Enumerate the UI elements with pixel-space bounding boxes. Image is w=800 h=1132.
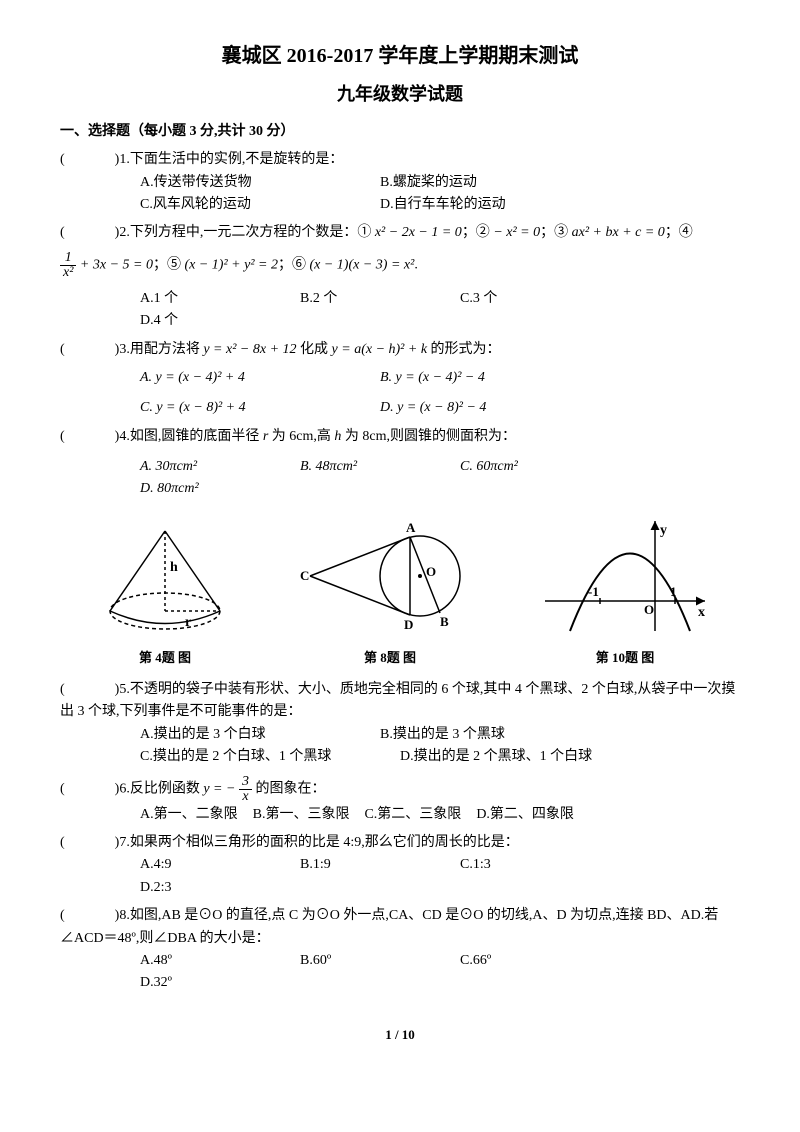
q1-opt-a: A.传送带传送货物: [140, 172, 340, 194]
figure-10: y x -1 1 O 第 10题 图: [540, 516, 710, 669]
svg-text:r: r: [185, 615, 191, 630]
figure-8: A B C D O 第 8题 图: [300, 516, 480, 669]
svg-text:O: O: [644, 602, 654, 617]
q7-opt-c: C.1:3: [460, 854, 580, 876]
q1-stem: 1.下面生活中的实例,不是旋转的是：: [119, 152, 343, 167]
svg-text:D: D: [404, 617, 413, 632]
q2-eq3: ax² + bx + c = 0: [572, 225, 665, 240]
question-4: ()4.如图,圆锥的底面半径 r 为 6cm,高 h 为 8cm,则圆锥的侧面积…: [60, 426, 740, 501]
q2-eq6: (x − 1)(x − 3) = x²: [309, 257, 414, 272]
svg-text:y: y: [660, 523, 667, 538]
q8-opt-c: C.66º: [460, 950, 580, 972]
page-footer: 1 / 10: [60, 1025, 740, 1046]
q1-opt-d: D.自行车车轮的运动: [380, 194, 580, 216]
q8-opt-a: A.48º: [140, 950, 260, 972]
q5-opt-c: C.摸出的是 2 个白球、1 个黑球: [140, 746, 380, 768]
svg-text:h: h: [170, 560, 178, 575]
q3-opt-b: B. y = (x − 4)² − 4: [380, 367, 580, 389]
q5-opt-a: A.摸出的是 3 个白球: [140, 724, 340, 746]
q7-opt-b: B.1:9: [300, 854, 420, 876]
question-6: ()6.反比例函数 y = − 3x 的图象在： A.第一、二象限 B.第一、三…: [60, 775, 740, 826]
q4-opt-a: A. 30πcm²: [140, 456, 260, 478]
q8-opt-b: B.60º: [300, 950, 420, 972]
q6-frac: 3x: [239, 775, 252, 804]
svg-text:C: C: [300, 568, 309, 583]
q2-frac: 1 x²: [60, 251, 76, 280]
section-1-header: 一、选择题（每小题 3 分,共计 30 分）: [60, 121, 740, 143]
q4-opt-b: B. 48πcm²: [300, 456, 420, 478]
question-3: ()3.用配方法将 y = x² − 8x + 12 化成 y = a(x − …: [60, 339, 740, 420]
title-line2: 九年级数学试题: [60, 80, 740, 109]
svg-text:-1: -1: [588, 584, 599, 599]
circle-tangent-icon: A B C D O: [300, 516, 480, 636]
svg-text:O: O: [426, 564, 436, 579]
figure-8-caption: 第 8题 图: [300, 648, 480, 669]
q5-opt-d: D.摸出的是 2 个黑球、1 个白球: [400, 746, 592, 768]
q6-opt-d: D.第二、四象限: [476, 804, 574, 826]
title-line1: 襄城区 2016-2017 学年度上学期期末测试: [60, 40, 740, 72]
q3-opt-a: A. y = (x − 4)² + 4: [140, 367, 340, 389]
q2-opt-b: B.2 个: [300, 288, 420, 310]
q4-opt-c: C. 60πcm²: [460, 456, 580, 478]
figures-row: h r 第 4题 图 A B C D O 第 8题 图: [60, 516, 740, 669]
q7-opt-d: D.2:3: [140, 877, 260, 899]
question-7: ()7.如果两个相似三角形的面积的比是 4:9,那么它们的周长的比是： A.4:…: [60, 832, 740, 899]
question-2-cont: 1 x² + 3x − 5 = 0；⑤ (x − 1)² + y² = 2；⑥ …: [60, 251, 740, 333]
q2-opt-a: A.1 个: [140, 288, 260, 310]
q2-opt-c: C.3 个: [460, 288, 580, 310]
q3-opt-d: D. y = (x − 8)² − 4: [380, 397, 580, 419]
q8-stem: 8.如图,AB 是⊙O 的直径,点 C 为⊙O 外一点,CA、CD 是⊙O 的切…: [60, 908, 718, 945]
q2-stem-a: 2.下列方程中,一元二次方程的个数是：①: [119, 225, 375, 240]
q6-opt-b: B.第一、三象限: [253, 804, 350, 826]
q3-eq1: y = x² − 8x + 12: [203, 342, 296, 357]
svg-text:B: B: [440, 614, 449, 629]
svg-text:1: 1: [670, 584, 677, 599]
q2-eq1: x² − 2x − 1 = 0: [375, 225, 462, 240]
figure-4: h r 第 4题 图: [90, 516, 240, 669]
figure-4-caption: 第 4题 图: [90, 648, 240, 669]
q3-eq2: y = a(x − h)² + k: [332, 342, 428, 357]
question-1: ()1.下面生活中的实例,不是旋转的是： A.传送带传送货物 B.螺旋桨的运动 …: [60, 149, 740, 216]
q1-opt-b: B.螺旋桨的运动: [380, 172, 580, 194]
question-2: ()2.下列方程中,一元二次方程的个数是：① x² − 2x − 1 = 0；②…: [60, 222, 740, 244]
q4-opt-d: D. 80πcm²: [140, 478, 260, 500]
q6-opt-a: A.第一、二象限: [140, 804, 238, 826]
figure-10-caption: 第 10题 图: [540, 648, 710, 669]
svg-text:x: x: [698, 605, 705, 620]
q7-stem: 7.如果两个相似三角形的面积的比是 4:9,那么它们的周长的比是：: [119, 835, 518, 850]
question-8: ()8.如图,AB 是⊙O 的直径,点 C 为⊙O 外一点,CA、CD 是⊙O …: [60, 905, 740, 995]
q8-opt-d: D.32º: [140, 972, 260, 994]
q2-opt-d: D.4 个: [140, 310, 260, 332]
q1-opt-c: C.风车风轮的运动: [140, 194, 340, 216]
question-5: ()5.不透明的袋子中装有形状、大小、质地完全相同的 6 个球,其中 4 个黑球…: [60, 679, 740, 769]
svg-text:A: A: [406, 520, 416, 535]
parabola-icon: y x -1 1 O: [540, 516, 710, 636]
q2-eq5: (x − 1)² + y² = 2: [184, 257, 278, 272]
cone-icon: h r: [90, 516, 240, 636]
q7-opt-a: A.4:9: [140, 854, 260, 876]
q6-opt-c: C.第二、三象限: [364, 804, 461, 826]
q5-stem: 5.不透明的袋子中装有形状、大小、质地完全相同的 6 个球,其中 4 个黑球、2…: [60, 682, 735, 719]
q2-eq2: − x² = 0: [493, 225, 540, 240]
q5-opt-b: B.摸出的是 3 个黑球: [380, 724, 580, 746]
q3-opt-c: C. y = (x − 8)² + 4: [140, 397, 340, 419]
